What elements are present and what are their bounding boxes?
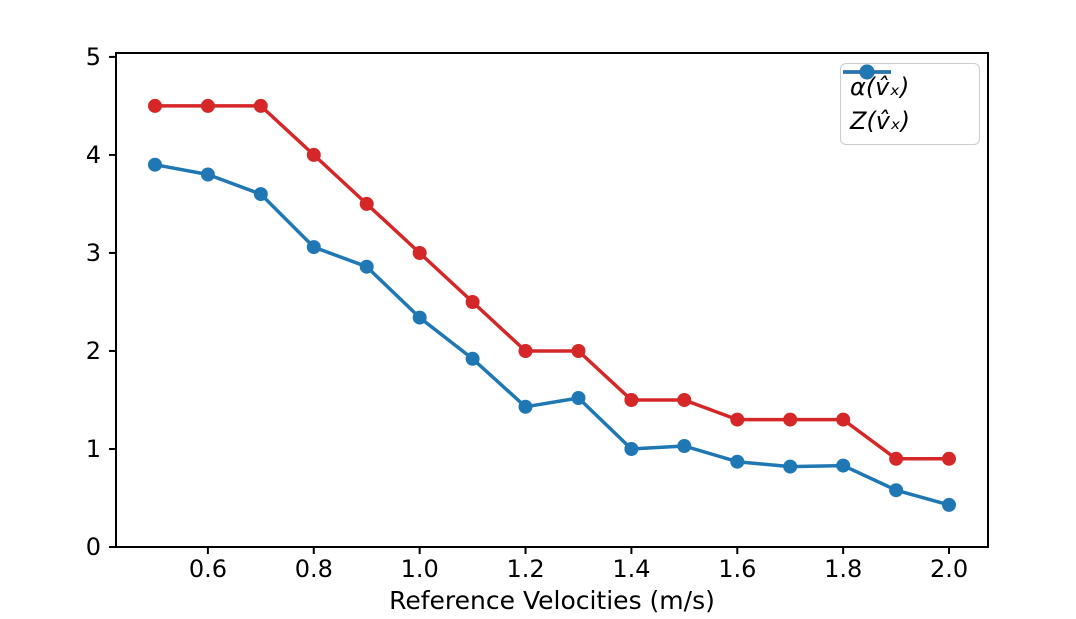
- legend-item-z: Z(v̂ₓ): [843, 64, 969, 138]
- x-axis-label: Reference Velocities (m/s): [389, 586, 715, 615]
- data-point: [412, 310, 427, 325]
- data-point: [889, 483, 904, 498]
- x-tick-label: 1.0: [401, 555, 439, 583]
- plot-frame: [115, 52, 989, 548]
- data-point: [730, 412, 745, 427]
- axes-spines: [115, 52, 989, 548]
- data-point: [836, 412, 851, 427]
- y-tick-label: 5: [86, 43, 101, 71]
- series-line-alpha: [153, 104, 951, 461]
- x-tick-label: 0.8: [295, 555, 333, 583]
- data-point: [783, 459, 798, 474]
- y-tick-label: 0: [86, 533, 101, 561]
- data-point: [942, 451, 956, 466]
- data-point: [677, 439, 692, 453]
- x-tick-label: 2.0: [930, 555, 968, 583]
- x-tick-label: 0.6: [189, 555, 227, 583]
- data-point: [359, 196, 374, 211]
- data-point: [148, 157, 162, 172]
- data-point: [889, 451, 904, 466]
- legend: α(v̂ₓ) Z(v̂ₓ): [840, 63, 980, 145]
- data-point: [942, 497, 956, 512]
- x-tick-label: 1.8: [824, 555, 862, 583]
- data-point: [148, 98, 162, 113]
- y-tick-label: 2: [86, 337, 101, 365]
- data-point: [253, 98, 268, 113]
- data-point: [306, 147, 321, 162]
- data-point: [783, 412, 798, 427]
- data-point: [253, 187, 268, 202]
- data-point: [730, 454, 745, 469]
- data-point: [465, 351, 480, 366]
- series-line-z: [153, 162, 951, 507]
- legend-label-alpha: α(v̂ₓ): [850, 73, 910, 101]
- data-point: [518, 399, 533, 414]
- data-point: [624, 442, 639, 456]
- data-point: [677, 393, 692, 407]
- data-point: [518, 344, 533, 358]
- data-point: [306, 240, 321, 255]
- data-point: [200, 167, 215, 182]
- x-tick-label: 1.4: [612, 555, 650, 583]
- data-point: [624, 393, 639, 407]
- chart-series: [148, 98, 956, 512]
- y-tick-label: 4: [86, 141, 101, 169]
- axis-ticks: 0.6 0.8 1.0 1.2 1.4 1.6 1.8 2.0 0 1 2 3 4 5: [86, 43, 968, 583]
- x-tick-label: 1.6: [718, 555, 756, 583]
- data-point: [465, 295, 480, 309]
- data-point: [571, 391, 586, 405]
- y-tick-label: 1: [86, 435, 101, 463]
- data-point: [200, 98, 215, 113]
- y-tick-label: 3: [86, 239, 101, 267]
- data-point: [412, 246, 427, 260]
- data-point: [571, 344, 586, 358]
- legend-label-z: Z(v̂ₓ): [850, 107, 911, 135]
- x-tick-label: 1.2: [506, 555, 544, 583]
- data-point: [359, 259, 374, 274]
- data-point: [836, 458, 851, 473]
- legend-marker-z: [843, 64, 891, 80]
